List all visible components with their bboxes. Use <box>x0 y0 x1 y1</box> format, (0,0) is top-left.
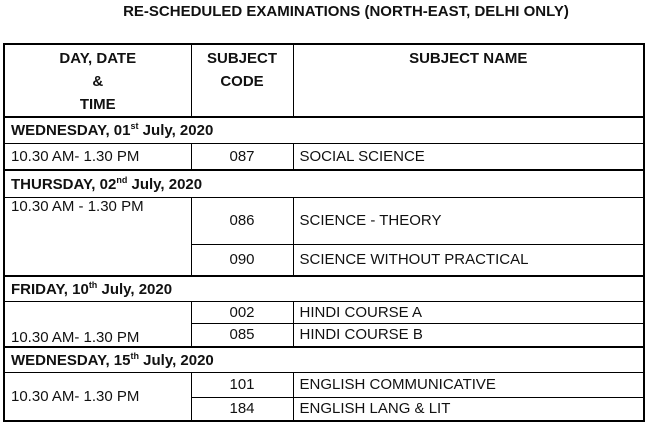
day-date: THURSDAY, 02nd July, 2020 <box>3 169 645 198</box>
subject-code: 085 <box>190 322 294 348</box>
header-subject-code: SUBJECT CODE <box>190 43 294 118</box>
subject-name: ENGLISH LANG & LIT <box>292 396 645 422</box>
subject-code: 090 <box>190 243 294 277</box>
subject-name: SCIENCE WITHOUT PRACTICAL <box>292 243 645 277</box>
table-row: 184 ENGLISH LANG & LIT <box>4 396 645 422</box>
page-title: RE-SCHEDULED EXAMINATIONS (NORTH-EAST, D… <box>123 3 569 20</box>
header-row: DAY, DATE & TIME SUBJECT CODE SUBJECT NA… <box>3 43 645 118</box>
exam-time: 10.30 AM - 1.30 PM <box>3 196 192 277</box>
table-row: 085 HINDI COURSE B <box>4 322 645 348</box>
subject-code: 087 <box>190 142 294 171</box>
subject-name: ENGLISH COMMUNICATIVE <box>292 371 645 398</box>
exam-schedule-table: DAY, DATE & TIME SUBJECT CODE SUBJECT NA… <box>3 43 645 422</box>
subject-name: SOCIAL SCIENCE <box>292 142 645 171</box>
table-row: 10.30 AM- 1.30 PM 002 HINDI COURSE A <box>3 300 645 348</box>
day-row: WEDNESDAY, 15th July, 2020 <box>3 346 645 373</box>
day-row: FRIDAY, 10th July, 2020 <box>3 275 645 302</box>
subject-name: SCIENCE - THEORY <box>292 196 645 245</box>
day-date: WEDNESDAY, 15th July, 2020 <box>3 346 645 373</box>
day-date: FRIDAY, 10th July, 2020 <box>3 275 645 302</box>
subject-code: 101 <box>190 371 294 398</box>
subject-name: HINDI COURSE A <box>292 300 645 324</box>
header-subject-name: SUBJECT NAME <box>292 43 645 118</box>
subject-name: HINDI COURSE B <box>292 322 645 348</box>
subject-code: 184 <box>190 396 294 422</box>
exam-time: 10.30 AM- 1.30 PM <box>3 142 192 171</box>
day-row: THURSDAY, 02nd July, 2020 <box>3 169 645 198</box>
table-row: 10.30 AM- 1.30 PM 101 ENGLISH COMMUNICAT… <box>3 371 645 422</box>
day-date: WEDNESDAY, 01st July, 2020 <box>3 116 645 144</box>
subject-code: 086 <box>190 196 294 245</box>
table-row: 090 SCIENCE WITHOUT PRACTICAL <box>4 243 645 277</box>
subject-code: 002 <box>190 300 294 324</box>
table-row: 10.30 AM- 1.30 PM 087 SOCIAL SCIENCE <box>3 142 645 171</box>
header-day-date-time: DAY, DATE & TIME <box>3 43 192 118</box>
exam-time: 10.30 AM- 1.30 PM <box>3 300 192 348</box>
day-row: WEDNESDAY, 01st July, 2020 <box>3 116 645 144</box>
table-row: 10.30 AM - 1.30 PM 086 SCIENCE - THEORY <box>3 196 645 277</box>
exam-time: 10.30 AM- 1.30 PM <box>3 371 192 422</box>
